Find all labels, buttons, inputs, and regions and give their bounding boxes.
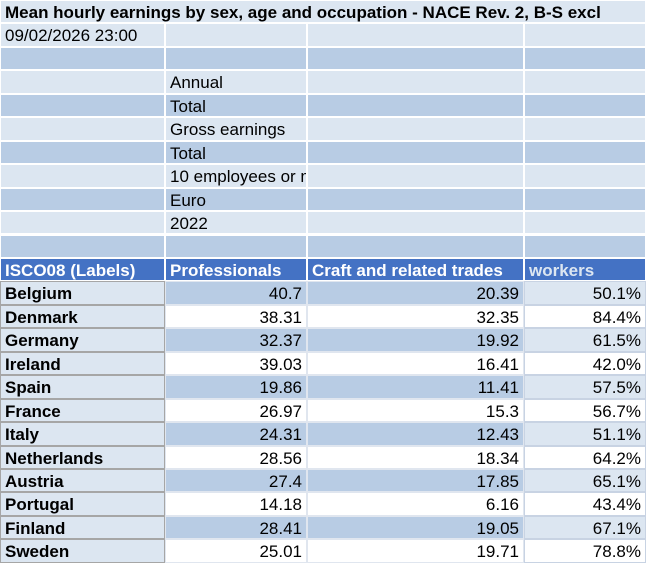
row-label: Denmark (0, 304, 165, 329)
parameter: Euro (165, 187, 307, 212)
ratio-cell: 65.1% (524, 469, 646, 493)
cell (0, 117, 165, 141)
value-cell: 26.97 (165, 398, 307, 423)
row-label: Germany (0, 328, 165, 352)
value-cell: 27.4 (165, 469, 307, 493)
ratio-cell: 78.8% (524, 539, 646, 563)
value-cell: 19.05 (307, 515, 524, 540)
value-cell: 20.39 (307, 281, 524, 305)
ratio-cell: 67.1% (524, 515, 646, 540)
parameter: Total (165, 140, 307, 165)
value-cell: 19.86 (165, 375, 307, 399)
cell (524, 234, 646, 258)
ratio-cell: 61.5% (524, 328, 646, 352)
cell (524, 70, 646, 94)
cell (307, 140, 524, 165)
cell (165, 46, 307, 71)
value-cell: 25.01 (165, 539, 307, 563)
value-cell: 14.18 (165, 492, 307, 516)
cell (524, 140, 646, 165)
cell (524, 46, 646, 71)
value-cell: 38.31 (165, 304, 307, 329)
cell (0, 93, 165, 118)
row-label: Finland (0, 515, 165, 540)
cell (307, 117, 524, 141)
cell (307, 164, 524, 188)
column-header: Craft and related trades (307, 257, 524, 282)
cell (0, 46, 165, 71)
ratio-cell: 42.0% (524, 351, 646, 376)
ratio-cell: 84.4% (524, 304, 646, 329)
cell (307, 23, 524, 47)
ratio-cell: 43.4% (524, 492, 646, 516)
value-cell: 18.34 (307, 445, 524, 469)
cell (307, 46, 524, 71)
row-label: Netherlands (0, 445, 165, 469)
ratio-cell: 57.5% (524, 375, 646, 399)
cell (0, 211, 165, 235)
value-cell: 11.41 (307, 375, 524, 399)
cell (0, 187, 165, 212)
cell (165, 23, 307, 47)
value-cell: 39.03 (165, 351, 307, 376)
ratio-cell: 51.1% (524, 422, 646, 446)
value-cell: 19.71 (307, 539, 524, 563)
value-cell: 17.85 (307, 469, 524, 493)
cell (0, 70, 165, 94)
row-label: Belgium (0, 281, 165, 305)
ratio-cell: 56.7% (524, 398, 646, 423)
ratio-cell: 64.2% (524, 445, 646, 469)
cell (524, 164, 646, 188)
parameter: Annual (165, 70, 307, 94)
column-header: ISCO08 (Labels) (0, 257, 165, 282)
cell (524, 93, 646, 118)
sheet-title: Mean hourly earnings by sex, age and occ… (0, 0, 646, 24)
ratio-cell: 50.1% (524, 281, 646, 305)
cell (524, 211, 646, 235)
cell (307, 70, 524, 94)
row-label: France (0, 398, 165, 423)
parameter: 2022 (165, 211, 307, 235)
value-cell: 6.16 (307, 492, 524, 516)
value-cell: 32.35 (307, 304, 524, 329)
cell (0, 164, 165, 188)
parameter: Total (165, 93, 307, 118)
value-cell: 28.41 (165, 515, 307, 540)
row-label: Italy (0, 422, 165, 446)
parameter: 10 employees or more (165, 164, 307, 188)
value-cell: 40.7 (165, 281, 307, 305)
cell (524, 117, 646, 141)
value-cell: 16.41 (307, 351, 524, 376)
cell (165, 234, 307, 258)
value-cell: 12.43 (307, 422, 524, 446)
row-label: Austria (0, 469, 165, 493)
column-header: workers (524, 257, 646, 282)
cell (0, 234, 165, 258)
row-label: Ireland (0, 351, 165, 376)
cell (307, 93, 524, 118)
cell (524, 23, 646, 47)
value-cell: 28.56 (165, 445, 307, 469)
parameter: Gross earnings (165, 117, 307, 141)
column-header: Professionals (165, 257, 307, 282)
row-label: Sweden (0, 539, 165, 563)
value-cell: 32.37 (165, 328, 307, 352)
timestamp: 09/02/2026 23:00 (0, 23, 165, 47)
row-label: Spain (0, 375, 165, 399)
value-cell: 19.92 (307, 328, 524, 352)
cell (307, 234, 524, 258)
cell (0, 140, 165, 165)
cell (307, 211, 524, 235)
row-label: Portugal (0, 492, 165, 516)
value-cell: 15.3 (307, 398, 524, 423)
cell (307, 187, 524, 212)
value-cell: 24.31 (165, 422, 307, 446)
cell (524, 187, 646, 212)
